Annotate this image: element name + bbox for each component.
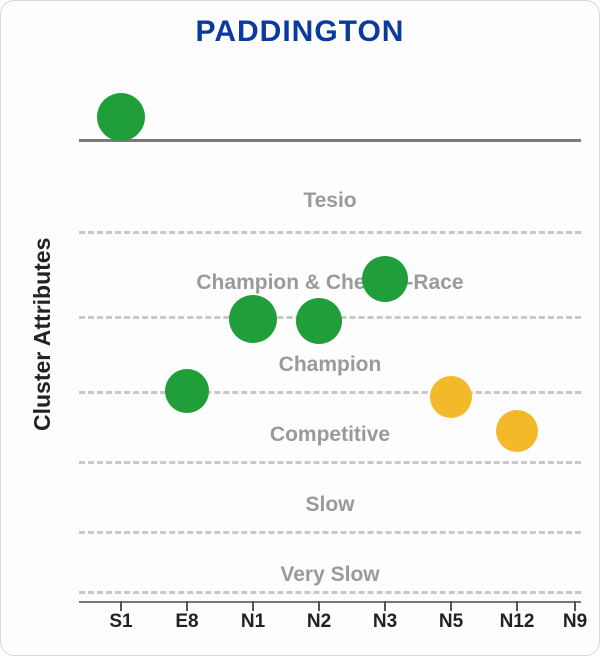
pt-n12 bbox=[496, 410, 538, 452]
chart-card: PADDINGTON Cluster Attributes Very Slow S… bbox=[0, 0, 600, 656]
plot-area: Very SlowSlowCompetitiveChampionChampion… bbox=[79, 61, 581, 601]
x-tick-label: N1 bbox=[241, 611, 265, 633]
x-tick-label: N5 bbox=[439, 611, 463, 633]
x-axis-line bbox=[79, 601, 581, 603]
gridline bbox=[79, 139, 581, 142]
gridline bbox=[79, 461, 581, 464]
y-category-label: Tesio bbox=[79, 189, 581, 213]
y-category-label: Champion bbox=[79, 353, 581, 377]
pt-s1 bbox=[97, 93, 145, 141]
x-tick-mark bbox=[516, 601, 518, 611]
x-tick-mark bbox=[384, 601, 386, 611]
x-tick-label: N9 bbox=[563, 611, 587, 633]
y-category-label: Very Slow bbox=[79, 563, 581, 587]
gridline bbox=[79, 391, 581, 394]
y-category-label: Slow bbox=[79, 493, 581, 517]
pt-n3 bbox=[362, 256, 408, 302]
y-category-label: Champion & Chef-De-Race bbox=[79, 271, 581, 295]
x-tick-mark bbox=[252, 601, 254, 611]
x-tick-label: N2 bbox=[307, 611, 331, 633]
y-axis-label: Cluster Attributes bbox=[29, 238, 56, 431]
x-tick-label: E8 bbox=[175, 611, 198, 633]
x-tick-mark bbox=[450, 601, 452, 611]
chart-title: PADDINGTON bbox=[1, 15, 599, 49]
pt-n2 bbox=[296, 298, 342, 344]
x-tick-mark bbox=[318, 601, 320, 611]
pt-e8 bbox=[165, 369, 209, 413]
x-tick-label: N12 bbox=[500, 611, 535, 633]
gridline bbox=[79, 231, 581, 234]
x-tick-mark bbox=[120, 601, 122, 611]
gridline bbox=[79, 531, 581, 534]
x-tick-label: S1 bbox=[109, 611, 132, 633]
pt-n1 bbox=[229, 295, 277, 343]
x-tick-mark bbox=[186, 601, 188, 611]
x-tick-mark bbox=[574, 601, 576, 611]
pt-n5 bbox=[430, 376, 472, 418]
x-tick-label: N3 bbox=[373, 611, 397, 633]
gridline bbox=[79, 591, 581, 594]
